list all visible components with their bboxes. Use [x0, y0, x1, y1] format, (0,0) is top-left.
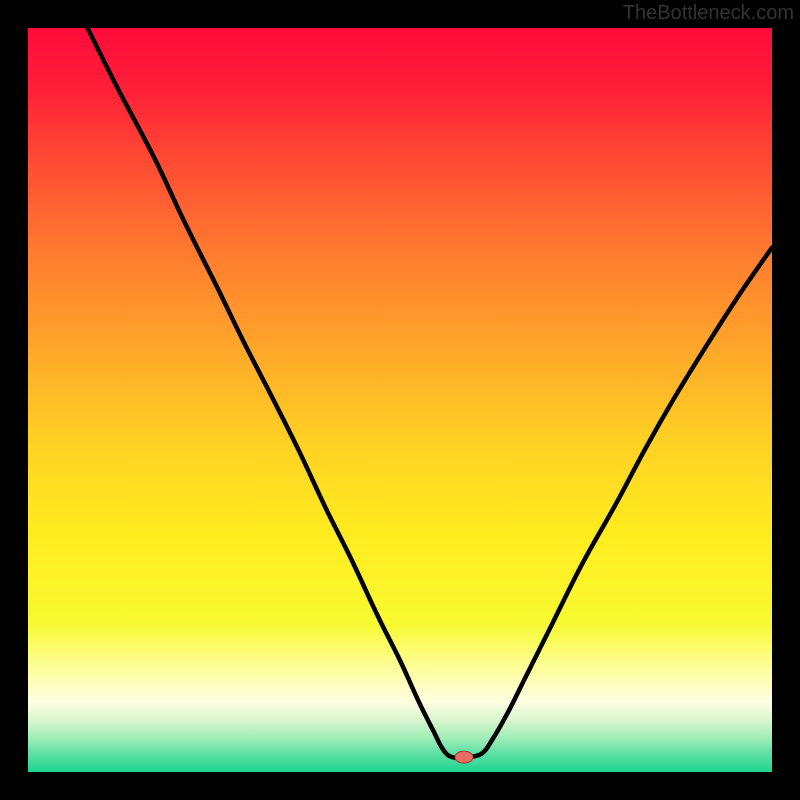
optimal-point-marker [455, 751, 473, 763]
bottleneck-chart-svg [28, 28, 772, 772]
plot-area [28, 28, 772, 772]
chart-frame: TheBottleneck.com [0, 0, 800, 800]
watermark-text: TheBottleneck.com [623, 2, 794, 25]
